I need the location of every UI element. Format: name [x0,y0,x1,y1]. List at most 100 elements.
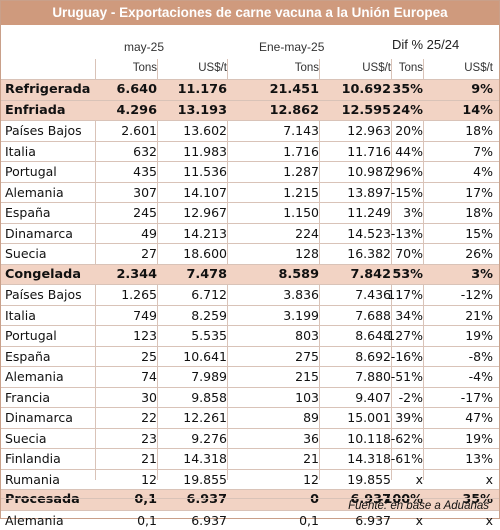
country-label: Países Bajos [5,121,82,141]
table-cell: 435 [133,162,157,182]
table-cell: 7.143 [283,121,319,141]
table-cell: 3% [403,203,423,223]
table-cell: 7.989 [191,367,227,387]
table-cell: -13% [391,224,423,244]
table-cell: 9.276 [191,429,227,449]
table-cell: 21 [141,449,157,469]
table-cell: 14.523 [347,224,391,244]
table-cell: 13.602 [183,121,227,141]
section-label: Procesada [5,490,80,510]
table-cell: 13% [465,449,493,469]
table-cell: x [416,470,423,490]
table-cell: 128 [295,244,319,264]
table-cell: 123 [133,326,157,346]
unit-header: Tons [295,62,319,74]
table-cell: 307 [133,183,157,203]
table-cell: 803 [295,326,319,346]
table-cell: 14.318 [347,449,391,469]
table-cell: 6.937 [355,511,391,530]
table-cell: 9.858 [191,388,227,408]
table-cell: 19% [465,326,493,346]
table-cell: -2% [399,388,423,408]
table-cell: 296% [387,162,423,182]
table-cell: 17% [465,183,493,203]
country-label: Italia [5,142,36,162]
table-cell: 53% [392,265,423,285]
table-cell: 21.451 [270,80,319,100]
table-cell: 215 [295,367,319,387]
table-cell: -62% [391,429,423,449]
table-cell: 21 [303,449,319,469]
table-cell: -17% [461,388,493,408]
table-cell: 47% [465,408,493,428]
table-cell: 10.987 [347,162,391,182]
table-cell: 89 [303,408,319,428]
table-cell: -4% [469,367,493,387]
table-bottom-rule [1,498,499,499]
table-cell: x [486,511,493,530]
dif-period-header: Dif % 25/24 [392,37,459,52]
unit-header: US$/t [198,62,227,74]
ytd-period-header: Ene-may-25 [259,40,324,54]
table-cell: 27 [141,244,157,264]
table-cell: 11.536 [183,162,227,182]
table-cell: 35% [392,80,423,100]
country-label: Dinamarca [5,408,73,428]
country-label: Alemania [5,367,64,387]
table-cell: 0,1 [299,511,319,530]
table-cell: 632 [133,142,157,162]
table-cell: -61% [391,449,423,469]
section-label: Enfriada [5,101,66,121]
table-cell: 22 [141,408,157,428]
month-period-header: may-25 [124,40,164,54]
table-cell: 7.478 [187,265,227,285]
table-cell: 6.640 [117,80,157,100]
country-label: Alemania [5,511,64,530]
table-cell: 14.213 [183,224,227,244]
section-label: Congelada [5,265,81,285]
table-cell: 2.601 [121,121,157,141]
table-cell: 3.199 [283,306,319,326]
table-cell: 275 [295,347,319,367]
table-cell: 21% [465,306,493,326]
table-cell: 6.712 [191,285,227,305]
table-cell: 12 [303,470,319,490]
table-cell: 1.716 [283,142,319,162]
table-cell: 7% [473,142,493,162]
table-cell: 103 [295,388,319,408]
table-cell: 13.897 [347,183,391,203]
table-cell: 10.118 [347,429,391,449]
table-cell: 14% [462,101,493,121]
country-label: Italia [5,306,36,326]
country-label: Portugal [5,162,57,182]
table-cell: 1.215 [283,183,319,203]
table-cell: 127% [387,326,423,346]
table-cell: 12.963 [347,121,391,141]
table-cell: 19.855 [347,470,391,490]
table-cell: 8.648 [355,326,391,346]
country-label: Portugal [5,326,57,346]
table-cell: 749 [133,306,157,326]
table-cell: 11.176 [178,80,227,100]
table-cell: 9% [471,80,493,100]
table-cell: 11.249 [347,203,391,223]
section-label: Refrigerada [5,80,90,100]
table-cell: 70% [395,244,423,264]
table-cell: 12.261 [183,408,227,428]
country-label: Alemania [5,183,64,203]
unit-header: Tons [133,62,157,74]
table-cell: 1.150 [283,203,319,223]
table-cell: 19.855 [183,470,227,490]
